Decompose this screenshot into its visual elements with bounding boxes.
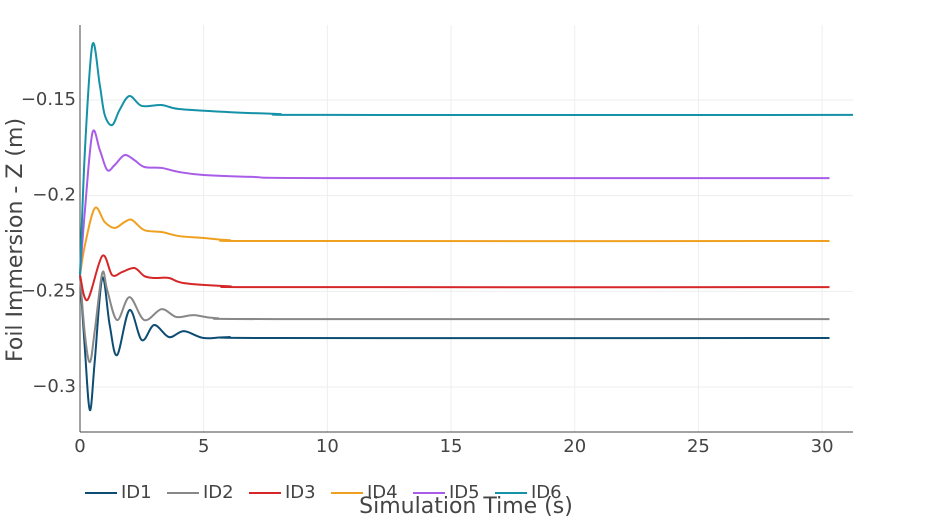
- legend-item: ID5: [413, 482, 480, 503]
- y-axis-title: Foil Immersion - Z (m): [3, 118, 28, 362]
- legend-label: ID1: [121, 482, 152, 503]
- legend-label: ID2: [203, 482, 234, 503]
- x-tick-label: 20: [563, 436, 586, 457]
- series-line: [79, 275, 830, 412]
- series-line: [79, 270, 830, 364]
- x-tick-label: 10: [316, 436, 339, 457]
- legend-item: ID2: [167, 482, 234, 503]
- legend-label: ID5: [449, 482, 480, 503]
- legend-item: ID1: [85, 482, 152, 503]
- series-line: [79, 42, 854, 276]
- legend-item: ID6: [495, 482, 562, 503]
- legend-label: ID3: [285, 482, 316, 503]
- legend-item: ID4: [331, 482, 398, 503]
- y-tick-label: −0.2: [32, 185, 76, 206]
- x-axis-title: Simulation Time (s): [359, 494, 573, 519]
- x-tick-label: 5: [198, 436, 209, 457]
- x-tick-label: 25: [687, 436, 710, 457]
- series-line: [79, 206, 830, 276]
- legend-label: ID4: [367, 482, 398, 503]
- series-line: [79, 129, 830, 276]
- legend-label: ID6: [531, 482, 562, 503]
- x-tick-label: 15: [440, 436, 463, 457]
- y-tick-label: −0.3: [32, 376, 76, 397]
- legend-item: ID3: [249, 482, 316, 503]
- series-line: [79, 254, 830, 301]
- y-tick-label: −0.25: [21, 280, 76, 301]
- y-tick-label: −0.15: [21, 89, 76, 110]
- x-tick-label: 0: [74, 436, 85, 457]
- x-tick-label: 30: [811, 436, 834, 457]
